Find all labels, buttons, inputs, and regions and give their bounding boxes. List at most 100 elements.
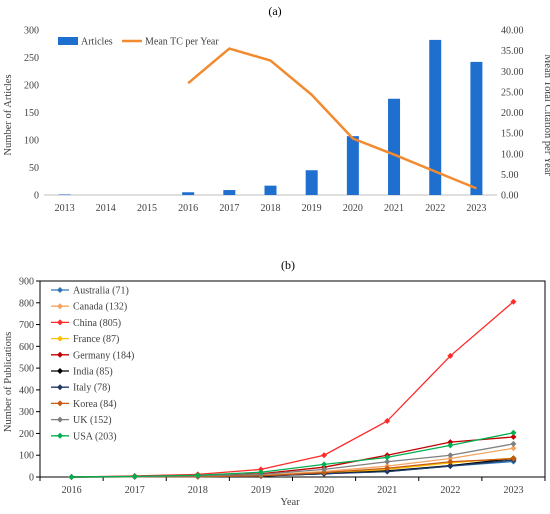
legend-label-articles: Articles [81, 37, 113, 48]
panel-b-y-axis-title: Number of Publications [3, 332, 14, 432]
legend-marker-canada-132 [57, 303, 63, 309]
panel-b-y-tick-500: 500 [19, 364, 34, 375]
legend-marker-china-805 [57, 319, 63, 325]
panel-b-y-tick-0: 0 [29, 473, 34, 484]
bar-2016 [182, 192, 194, 195]
panel-a-x-tick-2019: 2019 [302, 203, 322, 214]
legend-label-canada-132: Canada (132) [73, 302, 127, 313]
legend-marker-italy-78 [57, 384, 63, 390]
panel-b-y-tick-300: 300 [19, 407, 34, 418]
legend-label-china-805: China (805) [73, 318, 121, 329]
panel-a-y2-ticks: 0.005.0010.0015.0020.0025.0030.0035.0040… [501, 26, 524, 202]
panel-b-y-tick-200: 200 [19, 429, 34, 440]
panel-b-series [69, 299, 517, 480]
bar-2021 [388, 99, 400, 195]
panel-b-x-tick-2020: 2020 [314, 485, 334, 496]
panel-b-x-tick-2021: 2021 [377, 485, 397, 496]
point-korea-84-2022 [447, 459, 453, 465]
legend-label-germany-184: Germany (184) [73, 350, 134, 361]
legend-marker-france-87 [57, 336, 63, 342]
panel-a-y-tick-150: 150 [24, 108, 39, 119]
panel-b-x-axis-title: Year [280, 497, 300, 508]
legend-entry-uk-152: UK (152) [51, 415, 112, 426]
legend-label-mean-tc: Mean TC per Year [145, 37, 219, 48]
point-uk-152-2023 [510, 441, 516, 447]
legend-marker-korea-84 [57, 400, 63, 406]
panel-a-x-tick-2016: 2016 [178, 203, 198, 214]
legend-entry-korea-84: Korea (84) [51, 399, 117, 410]
bar-2019 [306, 170, 318, 195]
panel-b-legend: Australia (71) Canada (132) China (805) Fra… [51, 286, 134, 443]
panel-a-y-axis-title: Number of Articles [3, 74, 14, 155]
panel-a-x-tick-2017: 2017 [219, 203, 239, 214]
legend-entry-germany-184: Germany (184) [51, 350, 134, 361]
panel-a-y-tick-100: 100 [24, 136, 39, 147]
panel-a-legend: Articles Mean TC per Year [58, 37, 219, 48]
panel-a-x-tick-2020: 2020 [343, 203, 363, 214]
legend-marker-australia-71 [57, 287, 63, 293]
panel-a-y-tick-0: 0 [34, 191, 39, 202]
panel-a-x-tick-2022: 2022 [425, 203, 445, 214]
panel-b-x-tick-2022: 2022 [440, 485, 460, 496]
panel-a-y2-tick-25.00: 25.00 [501, 87, 524, 98]
panel-a-x-tick-2018: 2018 [261, 203, 281, 214]
panel-b-x-tick-2023: 2023 [503, 485, 523, 496]
panel-a-y2-tick-20.00: 20.00 [501, 108, 524, 119]
legend-marker-uk-152 [57, 417, 63, 423]
panel-a-x-tick-2015: 2015 [137, 203, 157, 214]
legend-label-italy-78: Italy (78) [73, 383, 111, 394]
panel-b-x-tick-2019: 2019 [251, 485, 271, 496]
panel-a-y2-tick-0.00: 0.00 [501, 191, 519, 202]
panel-a-y2-tick-5.00: 5.00 [501, 170, 519, 181]
series-line-germany-184 [72, 437, 514, 477]
point-china-805-2020 [321, 452, 327, 458]
legend-entry-india-85: India (85) [51, 367, 113, 378]
legend-entry-italy-78: Italy (78) [51, 383, 111, 394]
legend-entry-france-87: France (87) [51, 334, 119, 345]
panel-b-y-tick-800: 800 [19, 298, 34, 309]
panel-a-x-tick-2021: 2021 [384, 203, 404, 214]
legend-label-usa-203: USA (203) [73, 431, 117, 442]
panel-a-y2-tick-35.00: 35.00 [501, 46, 524, 57]
legend-label-india-85: India (85) [73, 367, 113, 378]
bar-2023 [470, 62, 482, 195]
bar-2020 [347, 136, 359, 195]
legend-entry-canada-132: Canada (132) [51, 302, 127, 313]
point-uk-152-2022 [447, 452, 453, 458]
legend-marker-india-85 [57, 368, 63, 374]
point-usa-203-2016 [69, 474, 75, 480]
series-line-uk-152 [72, 444, 514, 477]
panel-b-x-tick-2016: 2016 [62, 485, 82, 496]
panel-a-y2-axis-title: Mean Total Citation per Year [542, 54, 550, 176]
series-china-805 [69, 299, 517, 480]
panel-b-y-tick-400: 400 [19, 385, 34, 396]
panel-b-y-ticks: 0 100 200 300 400 500 600 700 800 900 [19, 277, 34, 484]
panel-a-x-tick-2023: 2023 [466, 203, 486, 214]
legend-label-france-87: France (87) [73, 334, 119, 345]
bar-2018 [265, 186, 277, 195]
panel-a-label: (a) [268, 4, 281, 18]
panel-a-x-tick-2014: 2014 [96, 203, 116, 214]
panel-b-y-tick-900: 900 [19, 277, 34, 288]
legend-label-korea-84: Korea (84) [73, 399, 117, 410]
legend-entry-australia-71: Australia (71) [51, 286, 129, 297]
legend-label-uk-152: UK (152) [73, 415, 112, 426]
point-usa-203-2022 [447, 442, 453, 448]
panel-a-y-tick-50: 50 [29, 163, 39, 174]
panel-b-y-tick-700: 700 [19, 320, 34, 331]
panel-b-y-tick-100: 100 [19, 451, 34, 462]
panel-a-bars [59, 40, 483, 195]
legend-entry-usa-203: USA (203) [51, 431, 117, 442]
panel-a-y2-tick-40.00: 40.00 [501, 26, 524, 37]
panel-b-x-tick-2017: 2017 [125, 485, 145, 496]
bar-2013 [59, 194, 71, 195]
panel-b-label: (b) [281, 258, 295, 272]
panel-b-y-tick-600: 600 [19, 342, 34, 353]
series-line-china-805 [72, 302, 514, 477]
panel-a-y-tick-300: 300 [24, 26, 39, 37]
point-usa-203-2023 [510, 430, 516, 436]
